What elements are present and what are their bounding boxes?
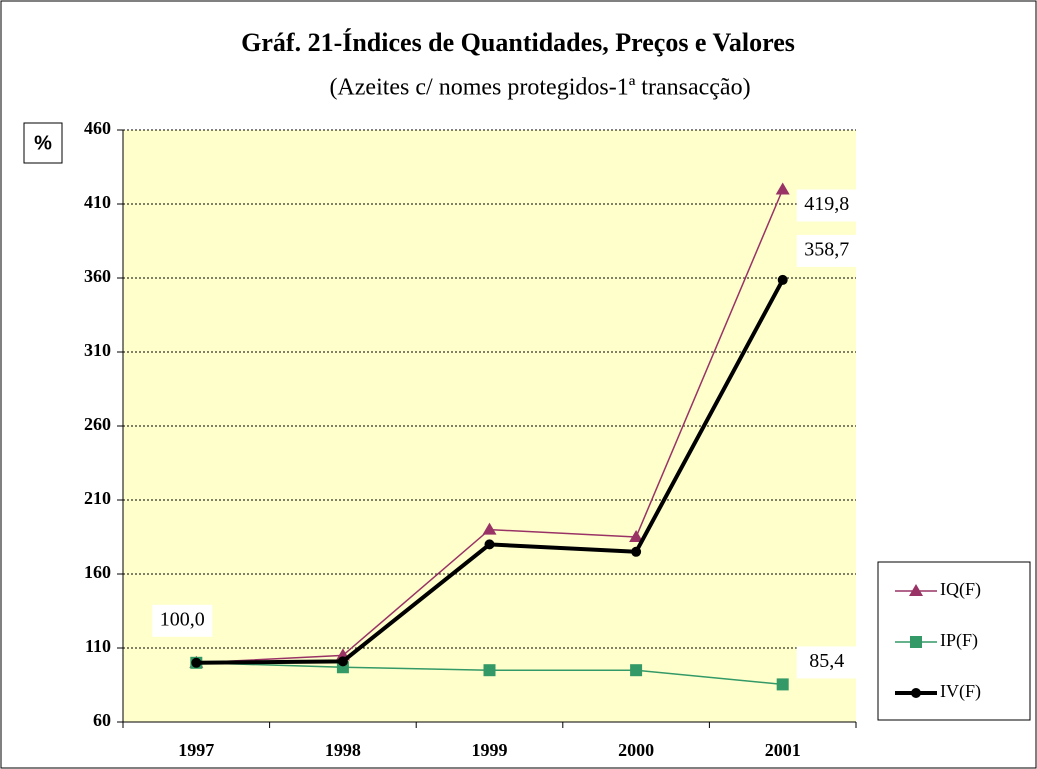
data-label-bg (796, 646, 857, 679)
y-tick-label: 360 (84, 266, 111, 286)
data-label-bg (796, 234, 857, 267)
data-point (483, 664, 496, 677)
data-point (484, 539, 495, 550)
data-label: 358,7 (804, 239, 849, 261)
y-tick-label: 460 (84, 118, 111, 138)
legend-label: IV(F) (940, 681, 981, 702)
y-tick-label: 110 (85, 636, 111, 656)
y-label-box (23, 122, 63, 164)
legend-marker (911, 688, 921, 698)
legend-label: IP(F) (940, 630, 978, 651)
x-tick-label: 1998 (325, 740, 361, 760)
data-point (776, 678, 789, 691)
data-point (191, 657, 202, 668)
data-point (337, 656, 348, 667)
y-tick-label: 310 (84, 340, 111, 360)
data-label: 100,0 (160, 608, 205, 630)
y-axis-label: % (34, 132, 52, 154)
data-point (482, 522, 497, 535)
data-point (630, 664, 643, 677)
legend-marker (909, 584, 923, 596)
x-tick-label: 2000 (618, 740, 654, 760)
x-tick-label: 1997 (178, 740, 214, 760)
y-tick-label: 160 (84, 562, 111, 582)
data-point (629, 530, 644, 542)
y-tick-label: 260 (84, 414, 111, 434)
y-tick-label: 60 (93, 710, 111, 730)
chart-title: Gráf. 21-Índices de Quantidades, Preços … (241, 28, 795, 57)
data-label-bg (152, 604, 213, 637)
data-point (631, 546, 642, 557)
data-point (775, 182, 790, 195)
data-point (777, 274, 788, 285)
y-tick-label: 410 (84, 192, 111, 212)
data-label-bg (796, 189, 857, 222)
chart-subtitle: (Azeites c/ nomes protegidos-1ª transacç… (329, 75, 750, 101)
legend-label: IQ(F) (940, 579, 981, 600)
data-label: 85,4 (809, 650, 844, 672)
x-tick-label: 2001 (765, 740, 801, 760)
data-label: 419,8 (804, 193, 849, 215)
legend-marker (910, 636, 922, 648)
y-tick-label: 210 (84, 488, 111, 508)
plot-area (123, 130, 856, 722)
x-tick-label: 1999 (472, 740, 508, 760)
